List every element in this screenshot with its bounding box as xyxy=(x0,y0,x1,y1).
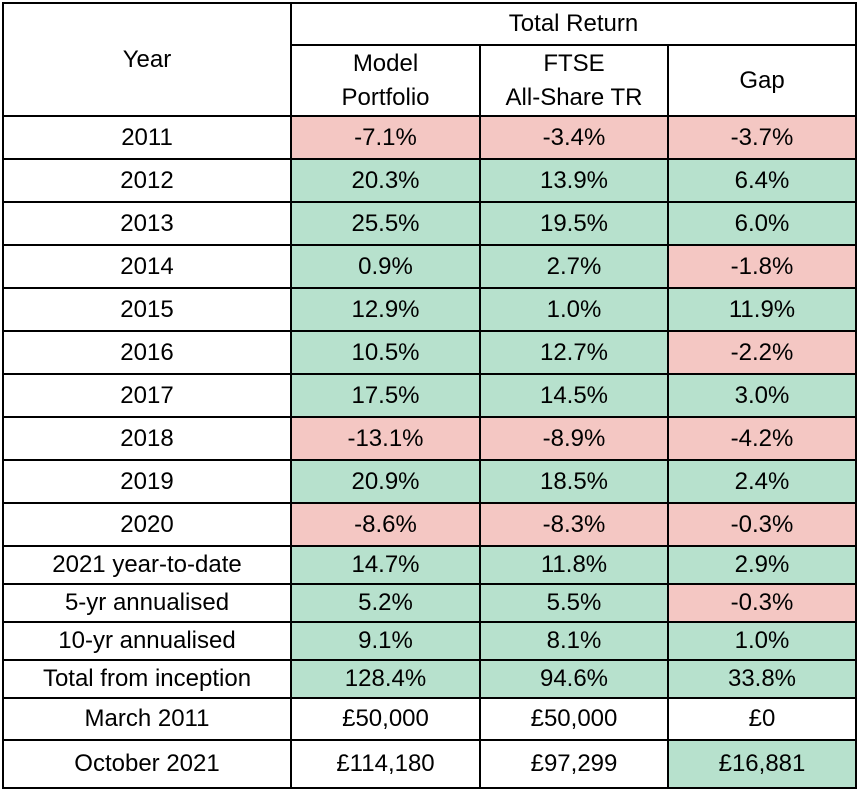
model-portfolio-cell: -7.1% xyxy=(290,115,481,160)
row-label: 2015 xyxy=(2,287,292,332)
row-label: 2020 xyxy=(2,502,292,547)
model-portfolio-header: Model Portfolio xyxy=(290,44,481,117)
header-line: FTSE xyxy=(543,49,605,77)
model-portfolio-cell: 12.9% xyxy=(290,287,481,332)
table-row: Total from inception 128.4% 94.6% 33.8% xyxy=(2,659,857,699)
table-row: 2013 25.5% 19.5% 6.0% xyxy=(2,201,857,246)
gap-cell: -0.3% xyxy=(667,502,857,547)
table-row: 10-yr annualised 9.1% 8.1% 1.0% xyxy=(2,621,857,661)
model-portfolio-cell: 5.2% xyxy=(290,583,481,623)
table-row: 2020 -8.6% -8.3% -0.3% xyxy=(2,502,857,547)
header-line: All-Share TR xyxy=(505,83,643,111)
ftse-cell: 14.5% xyxy=(479,373,669,418)
table-row: 2018 -13.1% -8.9% -4.2% xyxy=(2,416,857,461)
year-header: Year xyxy=(2,2,292,117)
gap-cell: -0.3% xyxy=(667,583,857,623)
table-row: 2011 -7.1% -3.4% -3.7% xyxy=(2,115,857,160)
table-row: 2016 10.5% 12.7% -2.2% xyxy=(2,330,857,375)
gap-cell: 6.0% xyxy=(667,201,857,246)
header-line: Portfolio xyxy=(341,83,430,111)
model-portfolio-cell: 10.5% xyxy=(290,330,481,375)
ftse-cell: -3.4% xyxy=(479,115,669,160)
ftse-cell: 11.8% xyxy=(479,545,669,585)
row-label: Total from inception xyxy=(2,659,292,699)
row-label: 5-yr annualised xyxy=(2,583,292,623)
row-label: 10-yr annualised xyxy=(2,621,292,661)
gap-cell: 3.0% xyxy=(667,373,857,418)
ftse-cell: 1.0% xyxy=(479,287,669,332)
table-row: March 2011 £50,000 £50,000 £0 xyxy=(2,697,857,741)
header-line: Model xyxy=(352,49,419,77)
ftse-cell: 5.5% xyxy=(479,583,669,623)
table-row: 2021 year-to-date 14.7% 11.8% 2.9% xyxy=(2,545,857,585)
gap-cell: -4.2% xyxy=(667,416,857,461)
row-label: March 2011 xyxy=(2,697,292,741)
ftse-cell: -8.9% xyxy=(479,416,669,461)
row-label: 2018 xyxy=(2,416,292,461)
model-portfolio-cell: £114,180 xyxy=(290,739,481,789)
gap-cell: -1.8% xyxy=(667,244,857,289)
header-row-group: Year Total Return xyxy=(2,2,857,117)
row-label: 2019 xyxy=(2,459,292,504)
ftse-cell: 2.7% xyxy=(479,244,669,289)
gap-cell: 6.4% xyxy=(667,158,857,203)
ftse-cell: -8.3% xyxy=(479,502,669,547)
gap-header: Gap xyxy=(667,44,857,117)
ftse-cell: 13.9% xyxy=(479,158,669,203)
table-row: 5-yr annualised 5.2% 5.5% -0.3% xyxy=(2,583,857,623)
row-label: 2012 xyxy=(2,158,292,203)
table-row: 2012 20.3% 13.9% 6.4% xyxy=(2,158,857,203)
gap-cell: 11.9% xyxy=(667,287,857,332)
model-portfolio-cell: 14.7% xyxy=(290,545,481,585)
table-row: 2017 17.5% 14.5% 3.0% xyxy=(2,373,857,418)
ftse-cell: 18.5% xyxy=(479,459,669,504)
model-portfolio-cell: 20.3% xyxy=(290,158,481,203)
gap-cell: 2.4% xyxy=(667,459,857,504)
row-label: 2013 xyxy=(2,201,292,246)
ftse-cell: 8.1% xyxy=(479,621,669,661)
gap-cell: -2.2% xyxy=(667,330,857,375)
model-portfolio-cell: £50,000 xyxy=(290,697,481,741)
ftse-cell: 19.5% xyxy=(479,201,669,246)
ftse-cell: 12.7% xyxy=(479,330,669,375)
model-portfolio-cell: 17.5% xyxy=(290,373,481,418)
gap-cell: £16,881 xyxy=(667,739,857,789)
table-row: October 2021 £114,180 £97,299 £16,881 xyxy=(2,739,857,789)
row-label: October 2021 xyxy=(2,739,292,789)
gap-cell: £0 xyxy=(667,697,857,741)
row-label: 2017 xyxy=(2,373,292,418)
total-return-header: Total Return xyxy=(290,2,857,46)
model-portfolio-cell: 128.4% xyxy=(290,659,481,699)
table-row: 2014 0.9% 2.7% -1.8% xyxy=(2,244,857,289)
model-portfolio-cell: -13.1% xyxy=(290,416,481,461)
table-row: 2019 20.9% 18.5% 2.4% xyxy=(2,459,857,504)
ftse-cell: £50,000 xyxy=(479,697,669,741)
gap-cell: -3.7% xyxy=(667,115,857,160)
model-portfolio-cell: 9.1% xyxy=(290,621,481,661)
header-row-columns: Model Portfolio FTSE All-Share TR Gap xyxy=(3,44,857,117)
ftse-header: FTSE All-Share TR xyxy=(479,44,669,117)
table-row: 2015 12.9% 1.0% 11.9% xyxy=(2,287,857,332)
model-portfolio-cell: 25.5% xyxy=(290,201,481,246)
model-portfolio-cell: 0.9% xyxy=(290,244,481,289)
row-label: 2011 xyxy=(2,115,292,160)
gap-cell: 2.9% xyxy=(667,545,857,585)
table-body: 2011 -7.1% -3.4% -3.7% 2012 20.3% 13.9% 6.4% 201… xyxy=(2,115,857,789)
gap-cell: 1.0% xyxy=(667,621,857,661)
gap-cell: 33.8% xyxy=(667,659,857,699)
model-portfolio-cell: -8.6% xyxy=(290,502,481,547)
ftse-cell: £97,299 xyxy=(479,739,669,789)
row-label: 2014 xyxy=(2,244,292,289)
row-label: 2021 year-to-date xyxy=(2,545,292,585)
model-portfolio-cell: 20.9% xyxy=(290,459,481,504)
row-label: 2016 xyxy=(2,330,292,375)
ftse-cell: 94.6% xyxy=(479,659,669,699)
